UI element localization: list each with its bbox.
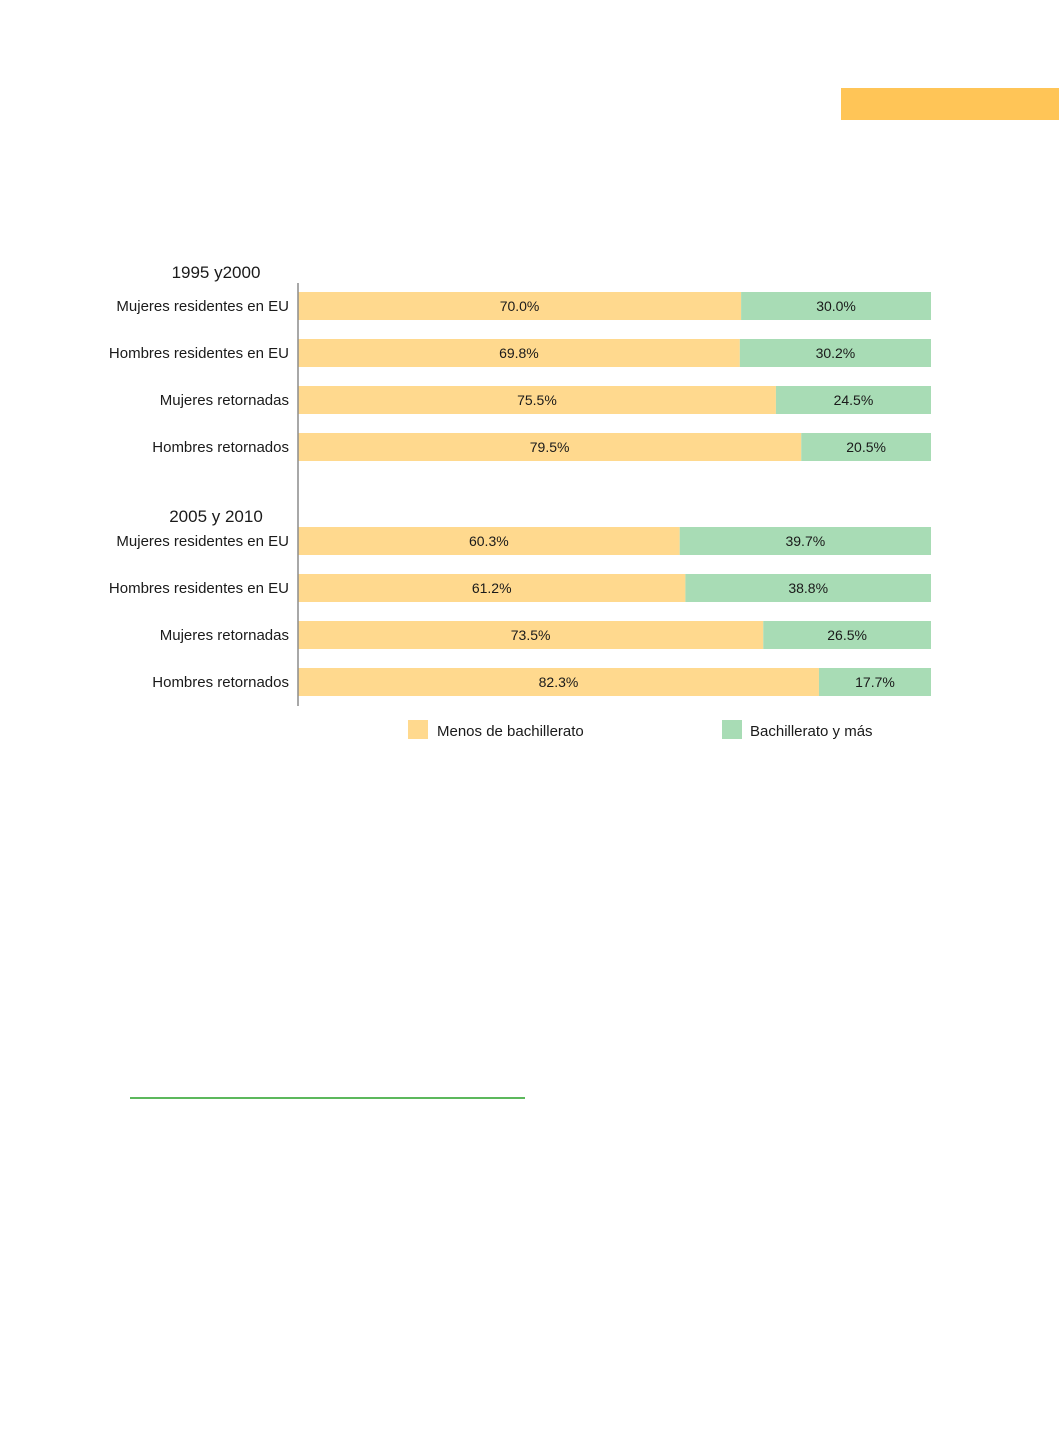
bar-segment-menos-de-bachillerato	[298, 527, 680, 555]
value-label-mas: 38.8%	[788, 580, 828, 596]
category-label: Hombres retornados	[152, 674, 289, 691]
legend-label-more: Bachillerato y más	[750, 723, 873, 740]
category-label: Hombres residentes en EU	[109, 580, 289, 597]
value-label-mas: 39.7%	[785, 533, 825, 549]
category-label: Mujeres retornadas	[160, 627, 289, 644]
category-label: Mujeres residentes en EU	[116, 533, 289, 550]
bar-segment-menos-de-bachillerato	[298, 339, 740, 367]
bar-segment-bachillerato-y-mas	[775, 386, 931, 414]
value-label-mas: 24.5%	[834, 392, 874, 408]
bar-segment-menos-de-bachillerato	[298, 574, 686, 602]
bar-segment-bachillerato-y-mas	[685, 574, 931, 602]
value-label-mas: 17.7%	[855, 674, 895, 690]
bar-segment-bachillerato-y-mas	[679, 527, 931, 555]
category-label: Mujeres retornadas	[160, 392, 289, 409]
value-label-menos: 82.3%	[539, 674, 579, 690]
footnote-divider	[130, 1097, 525, 1099]
bar-segment-bachillerato-y-mas	[739, 339, 931, 367]
education-stacked-bar-chart: 1995 y2000 Mujeres residentes en EU 70.0% 3…	[109, 263, 931, 740]
bar-segment-bachillerato-y-mas	[818, 668, 931, 696]
value-label-menos: 60.3%	[469, 533, 509, 549]
bar-segment-bachillerato-y-mas	[741, 292, 931, 320]
bars-layer: 1995 y2000 Mujeres residentes en EU 70.0% 3…	[109, 263, 931, 696]
legend: Menos de bachillerato Bachillerato y más	[408, 720, 873, 740]
value-label-mas: 26.5%	[827, 627, 867, 643]
legend-label-less: Menos de bachillerato	[437, 723, 584, 740]
value-label-menos: 73.5%	[511, 627, 551, 643]
corner-accent-band	[841, 88, 1059, 120]
value-label-mas: 30.2%	[816, 345, 856, 361]
bar-segment-menos-de-bachillerato	[298, 668, 819, 696]
bar-segment-menos-de-bachillerato	[298, 433, 802, 461]
legend-swatch-more	[722, 720, 742, 739]
bar-segment-menos-de-bachillerato	[298, 386, 776, 414]
value-label-menos: 79.5%	[530, 439, 570, 455]
value-label-mas: 30.0%	[816, 298, 856, 314]
category-label: Hombres residentes en EU	[109, 345, 289, 362]
group-title: 1995 y2000	[172, 263, 261, 282]
value-label-mas: 20.5%	[846, 439, 886, 455]
group-title: 2005 y 2010	[169, 507, 263, 526]
legend-swatch-less	[408, 720, 428, 739]
value-label-menos: 75.5%	[517, 392, 557, 408]
bar-segment-bachillerato-y-mas	[801, 433, 931, 461]
bar-segment-bachillerato-y-mas	[763, 621, 931, 649]
value-label-menos: 61.2%	[472, 580, 512, 596]
bar-segment-menos-de-bachillerato	[298, 621, 764, 649]
category-label: Mujeres residentes en EU	[116, 298, 289, 315]
value-label-menos: 70.0%	[500, 298, 540, 314]
bar-segment-menos-de-bachillerato	[298, 292, 742, 320]
category-label: Hombres retornados	[152, 439, 289, 456]
value-label-menos: 69.8%	[499, 345, 539, 361]
